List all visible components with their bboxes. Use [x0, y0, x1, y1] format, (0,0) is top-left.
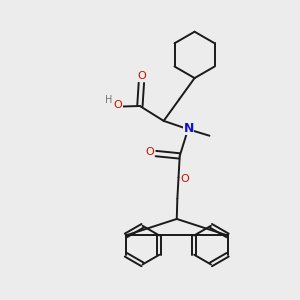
Text: O: O — [181, 173, 189, 184]
Text: O: O — [113, 100, 122, 110]
Text: O: O — [137, 71, 146, 81]
Text: O: O — [145, 147, 154, 157]
Text: N: N — [184, 122, 194, 134]
Text: H: H — [105, 95, 113, 105]
